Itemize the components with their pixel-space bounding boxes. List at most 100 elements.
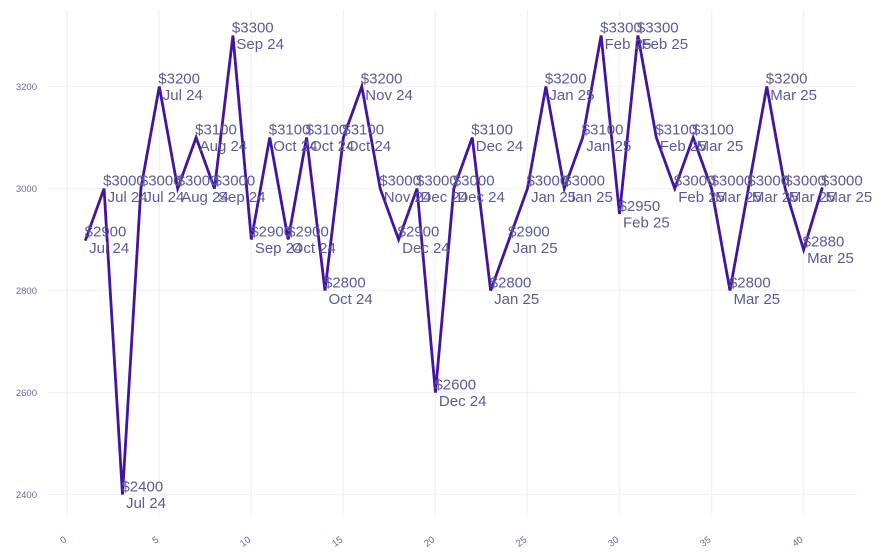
data-label-price: $2900 [250, 224, 292, 241]
data-label-date: Feb 25 [623, 215, 670, 232]
data-label-price: $3300 [600, 20, 642, 37]
data-label-date: Mar 25 [807, 250, 854, 267]
data-label-date: Jul 24 [108, 189, 148, 206]
data-label-date: Jan 25 [531, 189, 576, 206]
data-label-date: Oct 24 [273, 138, 317, 155]
data-label-date: Mar 25 [715, 189, 762, 206]
data-label-date: Feb 25 [678, 189, 725, 206]
data-label-price: $2900 [287, 224, 329, 241]
data-label-date: Jul 24 [163, 87, 203, 104]
data-label-date: Jan 25 [513, 240, 558, 257]
data-label-date: Dec 24 [421, 189, 469, 206]
data-label-price: $2800 [729, 275, 771, 292]
data-label-date: Oct 24 [328, 291, 372, 308]
data-label-price: $3000 [379, 173, 421, 190]
data-label-price: $2900 [398, 224, 440, 241]
data-label-price: $2880 [803, 234, 845, 251]
y-tick-label: 2600 [16, 388, 37, 399]
data-label-price: $3000 [821, 173, 863, 190]
data-label-price: $3100 [195, 122, 237, 139]
data-label-date: Dec 24 [402, 240, 450, 257]
x-axis: 0 5 10 15 20 25 30 35 40 [58, 534, 805, 549]
data-label-price: $3000 [453, 173, 495, 190]
data-label-price: $2900 [85, 224, 127, 241]
data-label-price: $2900 [508, 224, 550, 241]
data-label-date: Dec 24 [476, 138, 524, 155]
data-label-price: $3000 [563, 173, 605, 190]
data-label-price: $3000 [177, 173, 219, 190]
data-label-date: Nov 24 [384, 189, 432, 206]
data-label-date: Jul 24 [89, 240, 129, 257]
data-label-date: Nov 24 [365, 87, 413, 104]
x-tick-label: 5 [150, 534, 161, 546]
data-label-date: Oct 24 [310, 138, 354, 155]
data-label-price: $3100 [269, 122, 311, 139]
data-label-price: $3100 [342, 122, 384, 139]
data-label-date: Mar 25 [752, 189, 799, 206]
data-label-price: $3000 [784, 173, 826, 190]
y-tick-label: 3200 [16, 82, 37, 93]
x-tick-label: 15 [330, 534, 345, 549]
data-label-price: $3000 [416, 173, 458, 190]
data-label-price: $3200 [158, 71, 200, 88]
data-label-price: $3000 [526, 173, 568, 190]
data-label-date: Mar 25 [697, 138, 744, 155]
data-label-price: $3200 [545, 71, 587, 88]
data-label-price: $3200 [361, 71, 403, 88]
data-label-price: $3000 [711, 173, 753, 190]
data-label-date: Sep 24 [236, 36, 284, 53]
data-label-date: Oct 24 [347, 138, 391, 155]
x-tick-label: 40 [790, 534, 805, 549]
data-label-date: Jul 24 [144, 189, 184, 206]
data-label-price: $3100 [692, 122, 734, 139]
data-label-price: $3300 [637, 20, 679, 37]
data-label-date: Feb 25 [605, 36, 652, 53]
data-label-price: $2800 [490, 275, 532, 292]
data-label-date: Dec 24 [439, 393, 487, 410]
data-label-price: $3000 [747, 173, 789, 190]
data-label-price: $3000 [103, 173, 145, 190]
data-label-date: Mar 25 [733, 291, 780, 308]
data-label-price: $2400 [121, 479, 163, 496]
data-label-date: Jan 25 [586, 138, 631, 155]
data-label-price: $3000 [214, 173, 256, 190]
data-label-price: $3200 [766, 71, 808, 88]
data-label-date: Feb 25 [660, 138, 707, 155]
data-label-date: Jan 25 [549, 87, 594, 104]
data-label-date: Jan 25 [494, 291, 539, 308]
data-label-price: $2950 [619, 198, 661, 215]
